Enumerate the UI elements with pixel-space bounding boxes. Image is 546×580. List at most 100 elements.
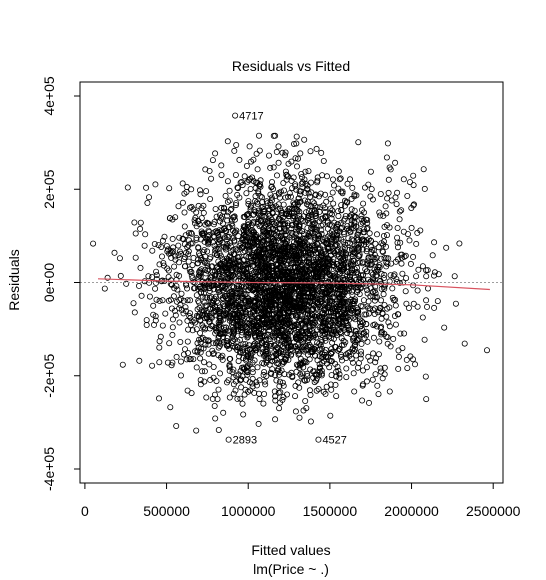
data-point: [211, 402, 218, 409]
data-point: [303, 316, 310, 323]
data-point: [284, 292, 291, 299]
data-point: [291, 343, 298, 350]
data-point: [292, 272, 299, 279]
data-point: [304, 216, 311, 223]
data-point: [216, 310, 223, 317]
data-point: [270, 354, 277, 361]
data-point: [176, 234, 183, 241]
data-point: [260, 307, 267, 314]
data-point: [331, 284, 338, 291]
data-point: [181, 209, 188, 216]
data-point: [382, 203, 389, 210]
data-point: [255, 420, 262, 427]
outlier-label: 2893: [233, 435, 257, 447]
data-point: [307, 266, 314, 273]
data-point: [395, 353, 402, 360]
data-point: [166, 185, 173, 192]
data-point: [159, 297, 166, 304]
data-point: [270, 296, 277, 303]
data-point: [325, 233, 332, 240]
data-point: [256, 325, 263, 332]
data-point: [301, 242, 308, 249]
data-point: [395, 365, 402, 372]
data-point: [275, 215, 282, 222]
data-point: [178, 290, 185, 297]
data-point: [247, 272, 254, 279]
data-point: [329, 339, 336, 346]
data-point: [352, 214, 359, 221]
data-point: [311, 236, 318, 243]
data-point: [307, 193, 314, 200]
data-point: [242, 355, 249, 362]
data-point: [364, 219, 371, 226]
data-point: [384, 334, 391, 341]
data-point: [318, 292, 325, 299]
data-point: [225, 341, 232, 348]
data-point: [137, 225, 144, 232]
data-point: [189, 262, 196, 269]
data-point: [365, 353, 372, 360]
data-point: [243, 253, 250, 260]
data-point: [237, 367, 244, 374]
data-point: [227, 252, 234, 259]
data-point: [361, 184, 368, 191]
data-point: [217, 237, 224, 244]
data-point: [247, 265, 254, 272]
data-point: [376, 264, 383, 271]
data-point: [272, 254, 279, 261]
data-point: [241, 213, 248, 220]
data-point: [283, 251, 290, 258]
data-point: [255, 390, 262, 397]
data-point: [214, 396, 221, 403]
data-point: [246, 361, 253, 368]
data-point: [276, 405, 283, 412]
data-point: [312, 352, 319, 359]
data-point: [245, 219, 252, 226]
data-point: [171, 285, 178, 292]
data-point: [173, 271, 180, 278]
data-point: [288, 177, 295, 184]
data-point: [403, 275, 410, 282]
data-point: [284, 193, 291, 200]
data-point: [358, 237, 365, 244]
data-point: [323, 293, 330, 300]
data-point: [342, 298, 349, 305]
data-point: [176, 296, 183, 303]
data-point: [364, 338, 371, 345]
data-point: [354, 231, 361, 238]
data-point: [381, 285, 388, 292]
data-point: [130, 300, 137, 307]
data-point: [234, 395, 241, 402]
data-point: [356, 253, 363, 260]
data-point: [201, 299, 208, 306]
y-tick-label: -4e+05: [41, 447, 57, 491]
data-point: [379, 248, 386, 255]
data-point: [341, 197, 348, 204]
data-point: [386, 164, 393, 171]
data-point: [201, 238, 208, 245]
data-point: [259, 315, 266, 322]
data-point: [333, 235, 340, 242]
data-point: [131, 219, 138, 226]
data-point: [336, 345, 343, 352]
data-point: [123, 280, 130, 287]
data-point: [253, 329, 260, 336]
data-point: [410, 253, 417, 260]
data-point: [292, 155, 299, 162]
data-point: [214, 245, 221, 252]
x-tick-label: 0: [81, 503, 89, 519]
data-point: [322, 239, 329, 246]
outlier-point: [232, 112, 239, 119]
data-point: [285, 160, 292, 167]
data-point: [335, 213, 342, 220]
data-point: [272, 132, 279, 139]
data-point: [305, 168, 312, 175]
data-point: [356, 319, 363, 326]
data-point: [292, 183, 299, 190]
data-point: [237, 395, 244, 402]
data-point: [220, 409, 227, 416]
data-point: [314, 177, 321, 184]
data-point: [348, 206, 355, 213]
data-point: [359, 219, 366, 226]
data-point: [239, 294, 246, 301]
